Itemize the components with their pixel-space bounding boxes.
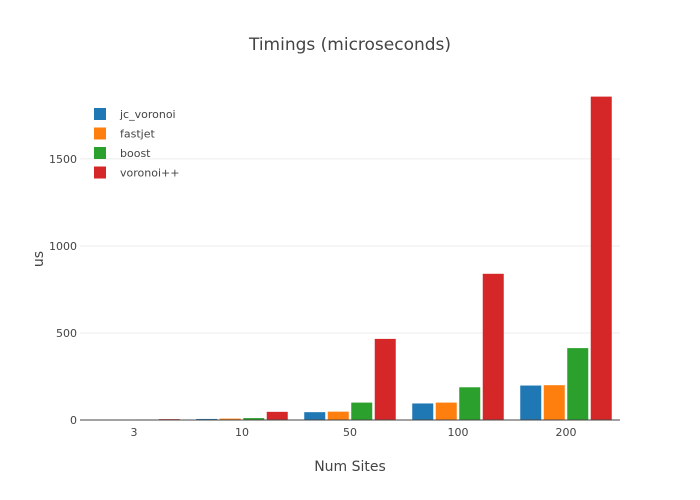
y-tick-label: 0 (70, 414, 77, 427)
bar-fastjet-200 (543, 385, 565, 420)
legend-swatch-voronoi++ (94, 166, 106, 179)
y-axis-ticks: 0 500 1000 1500 (49, 153, 77, 427)
bar-voronoi++-10 (266, 411, 288, 420)
bar-jc_voronoi-10 (196, 418, 218, 420)
bar-boost-200 (567, 348, 589, 420)
bar-voronoi++-100 (482, 273, 504, 420)
x-axis-ticks: 3 10 50 100 200 (131, 426, 577, 439)
legend-swatch-jc_voronoi (94, 108, 106, 120)
x-tick-label: 10 (235, 426, 249, 439)
legend-swatch-boost (94, 147, 106, 159)
x-tick-label: 100 (448, 426, 469, 439)
x-tick-label: 3 (131, 426, 138, 439)
bar-voronoi++-200 (590, 96, 612, 420)
legend-label: fastjet (120, 128, 155, 141)
gridlines (80, 158, 620, 334)
bar-jc_voronoi-100 (412, 403, 434, 420)
legend-label: boost (120, 147, 151, 160)
bar-fastjet-100 (435, 402, 457, 420)
legend-label: jc_voronoi (119, 108, 176, 121)
bar-fastjet-10 (219, 418, 241, 420)
x-tick-label: 200 (556, 426, 577, 439)
bar-fastjet-50 (327, 411, 349, 420)
bar-jc_voronoi-50 (304, 412, 326, 420)
bar-boost-50 (351, 402, 373, 420)
chart-title: Timings (microseconds) (248, 35, 451, 55)
bar-boost-100 (459, 387, 481, 420)
bar-voronoi++-50 (374, 338, 396, 420)
legend-swatch-fastjet (94, 127, 106, 140)
y-tick-label: 500 (56, 327, 77, 340)
x-tick-label: 50 (343, 426, 357, 439)
legend-label: voronoi++ (120, 167, 179, 180)
y-axis-title: us (31, 251, 47, 267)
bar-jc_voronoi-200 (520, 385, 542, 420)
bar-boost-10 (243, 418, 265, 420)
y-tick-label: 1000 (49, 240, 77, 253)
x-axis-title: Num Sites (314, 459, 386, 475)
bars (88, 96, 612, 421)
y-tick-label: 1500 (49, 153, 77, 166)
